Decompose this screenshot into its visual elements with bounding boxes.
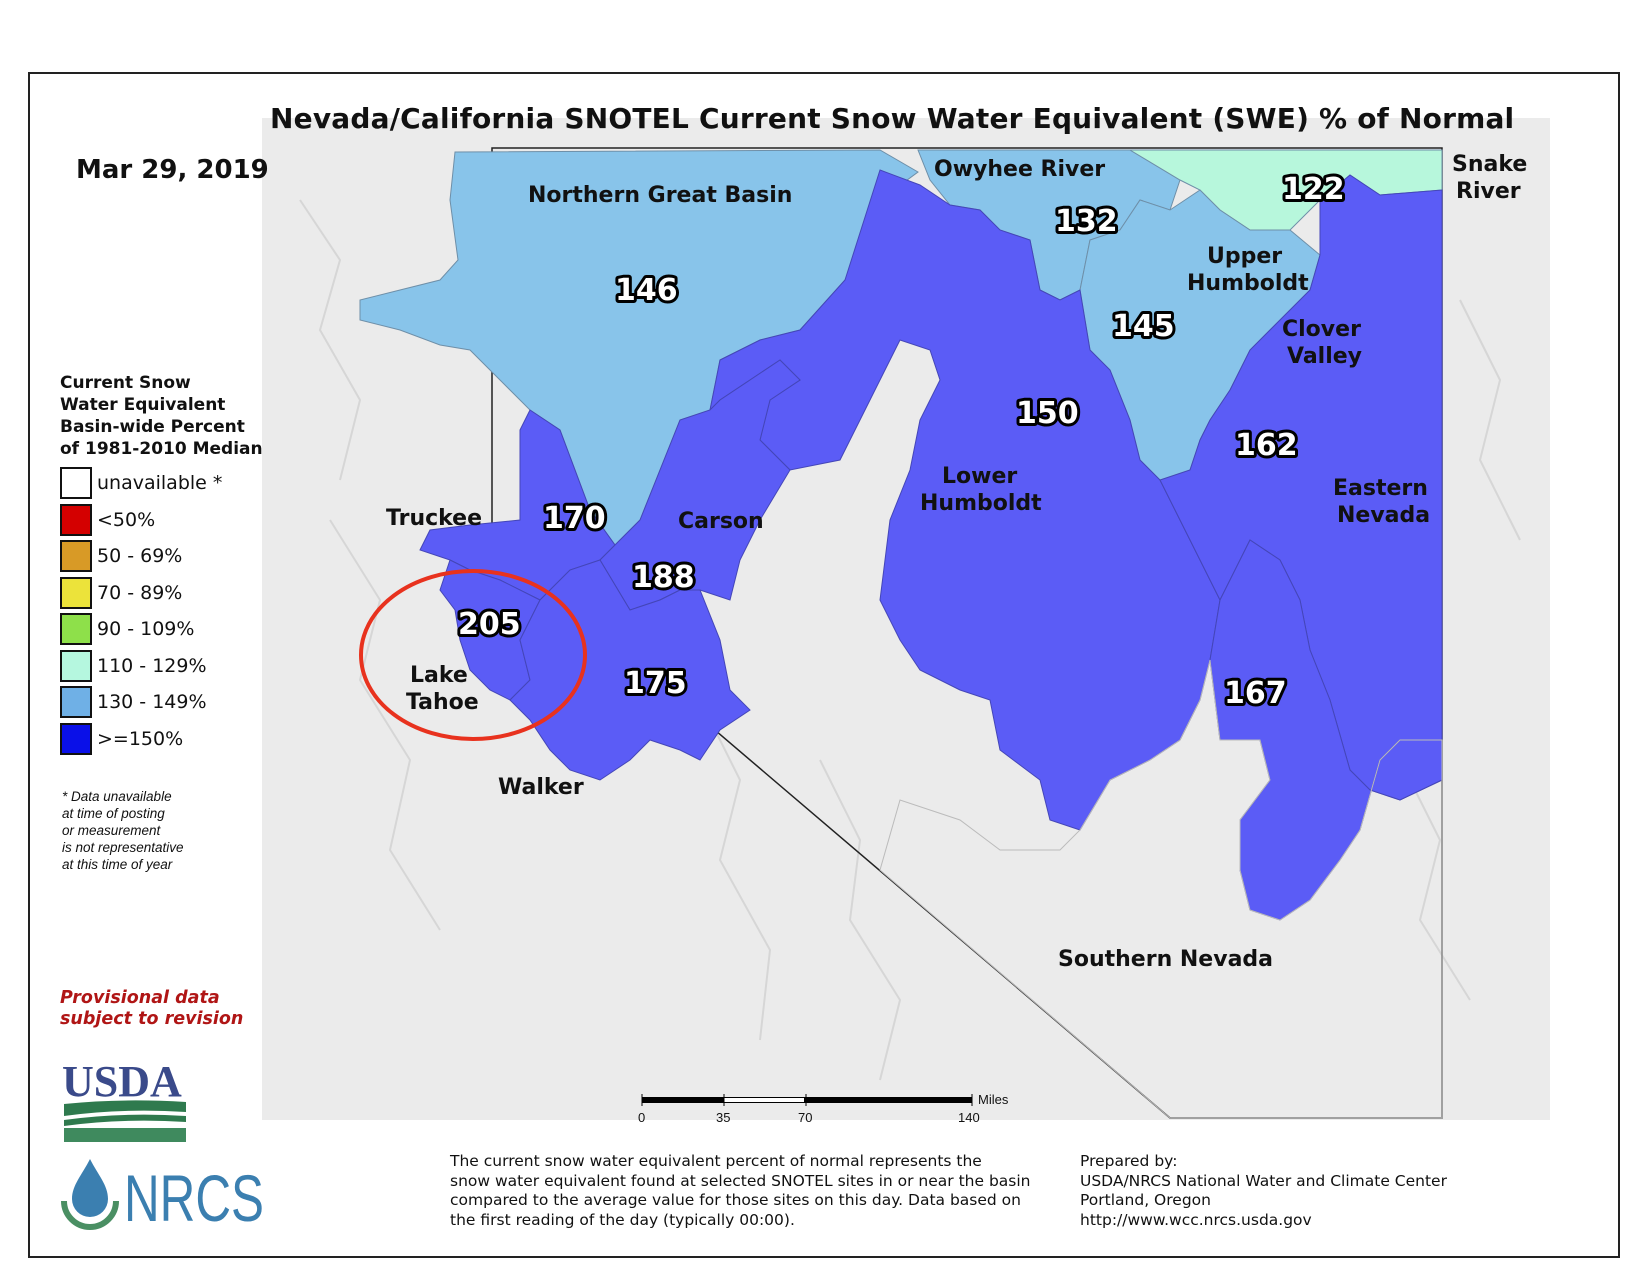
relief-texture (299, 199, 1521, 1081)
legend-item: >=150% (60, 721, 270, 758)
map-title: Nevada/California SNOTEL Current Snow Wa… (270, 102, 1515, 135)
legend-item: unavailable * (60, 465, 270, 502)
legend-label: <50% (97, 508, 156, 531)
pct-carson: 188 (632, 560, 695, 595)
label-truckee: Truckee (386, 506, 482, 531)
label-clover-valley-1: Clover (1282, 317, 1361, 342)
legend-swatch (60, 540, 92, 573)
lake-tahoe-highlight-circle (359, 569, 587, 741)
footer-description: The current snow water equivalent percen… (450, 1152, 1031, 1229)
pct-upper-humboldt: 145 (1112, 309, 1175, 344)
legend-rows: unavailable * <50% 50 - 69% 70 - 89% 90 … (60, 465, 270, 757)
label-southern-nevada: Southern Nevada (1058, 947, 1273, 972)
label-lower-humboldt-2: Humboldt (920, 491, 1042, 516)
basin-southern-nevada (879, 659, 1443, 1119)
label-walker: Walker (498, 775, 584, 800)
scale-tick-140: 140 (958, 1110, 980, 1125)
usda-logo-text: USDA (62, 1058, 182, 1106)
legend-note: * Data unavailable at time of posting or… (62, 789, 184, 872)
pct-eastern-nevada: 167 (1224, 676, 1287, 711)
label-lake-tahoe-1: Lake (410, 663, 468, 688)
scale-tick-70: 70 (798, 1110, 812, 1125)
legend-item: 90 - 109% (60, 611, 270, 648)
label-lower-humboldt-1: Lower (942, 464, 1017, 489)
scale-unit: Miles (978, 1092, 1009, 1107)
water-drop-icon (72, 1159, 108, 1217)
legend-label: unavailable * (97, 472, 223, 495)
label-northern-great-basin: Northern Great Basin (528, 183, 792, 208)
pct-walker: 175 (624, 666, 687, 701)
label-owyhee-river: Owyhee River (934, 157, 1105, 182)
label-lake-tahoe-2: Tahoe (406, 690, 479, 715)
scale-tick-0: 0 (638, 1110, 645, 1125)
label-upper-humboldt-1: Upper (1207, 244, 1282, 269)
legend-item: 70 - 89% (60, 575, 270, 612)
label-upper-humboldt-2: Humboldt (1187, 271, 1309, 296)
footer-prepared-by: Prepared by: USDA/NRCS National Water an… (1080, 1152, 1447, 1229)
usda-logo: USDA (62, 1058, 186, 1142)
label-snake-river-2: River (1456, 179, 1521, 204)
label-eastern-nevada-1: Eastern (1333, 476, 1428, 501)
scale-bar: Miles 0 35 70 140 (638, 1092, 1009, 1125)
legend-label: 130 - 149% (97, 691, 207, 714)
pct-clover-valley: 162 (1235, 428, 1298, 463)
legend-swatch (60, 467, 92, 500)
legend-swatch (60, 722, 92, 755)
label-eastern-nevada-2: Nevada (1337, 503, 1430, 528)
pct-owyhee-river: 132 (1055, 204, 1118, 239)
label-carson: Carson (678, 509, 764, 534)
map-frame (28, 72, 1620, 1258)
legend-swatch (60, 503, 92, 536)
legend-label: 110 - 129% (97, 654, 207, 677)
legend-swatch (60, 613, 92, 646)
label-clover-valley-2: Valley (1287, 344, 1362, 369)
pct-northern-great-basin: 146 (615, 273, 678, 308)
label-snake-river-1: Snake (1452, 152, 1527, 177)
pct-snake-river: 122 (1282, 172, 1345, 207)
legend-item: 130 - 149% (60, 684, 270, 721)
legend: Current Snow Water Equivalent Basin-wide… (60, 372, 270, 757)
basin-snake-river (1128, 149, 1443, 231)
legend-title: Current Snow Water Equivalent Basin-wide… (60, 373, 263, 459)
legend-label: >=150% (97, 727, 184, 750)
nrcs-logo: NRCS (61, 1159, 264, 1235)
legend-item: <50% (60, 502, 270, 539)
nrcs-logo-text: NRCS (124, 1161, 264, 1235)
pct-lower-humboldt: 150 (1016, 396, 1079, 431)
legend-item: 50 - 69% (60, 538, 270, 575)
legend-swatch (60, 576, 92, 609)
legend-swatch (60, 686, 92, 719)
provisional-notice: Provisional data subject to revision (60, 988, 244, 1029)
legend-label: 70 - 89% (97, 581, 183, 604)
legend-label: 90 - 109% (97, 618, 195, 641)
map-date: Mar 29, 2019 (76, 155, 269, 185)
pct-lake-tahoe: 205 (458, 607, 521, 642)
scale-tick-35: 35 (716, 1110, 730, 1125)
legend-swatch (60, 649, 92, 682)
legend-label: 50 - 69% (97, 545, 183, 568)
legend-item: 110 - 129% (60, 648, 270, 685)
pct-truckee: 170 (543, 501, 606, 536)
